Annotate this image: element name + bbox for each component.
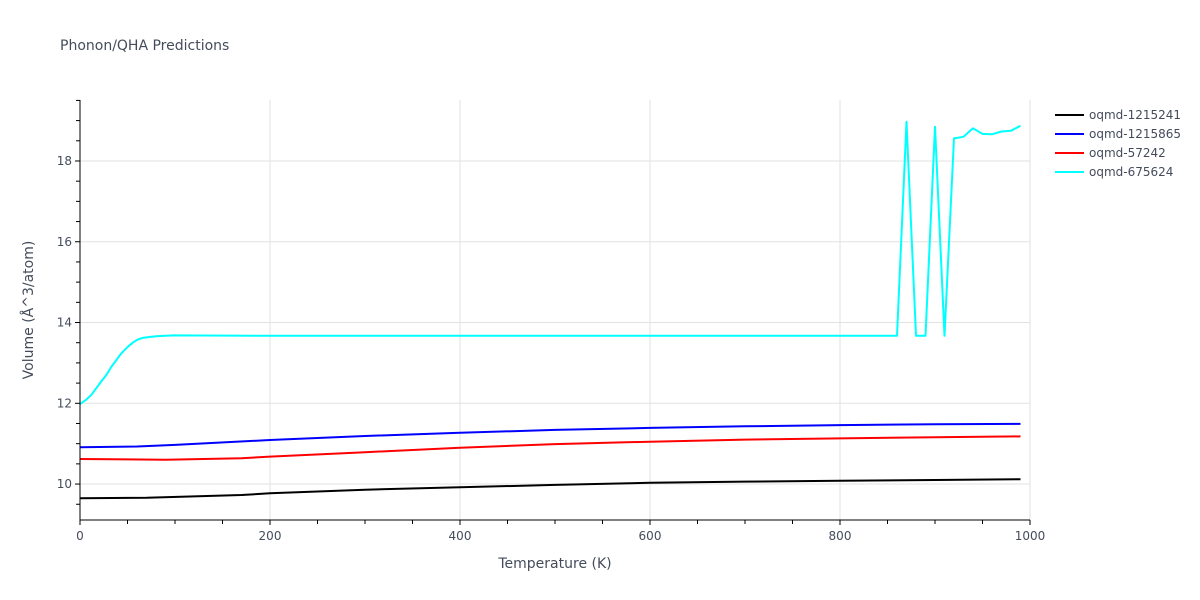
legend-label: oqmd-1215865 — [1089, 127, 1181, 141]
x-tick-label: 600 — [639, 529, 662, 543]
x-tick-label: 0 — [76, 529, 84, 543]
legend-item[interactable]: oqmd-57242 — [1055, 146, 1166, 160]
y-tick-label: 14 — [57, 316, 72, 330]
y-axis-title: Volume (Å^3/atom) — [20, 241, 37, 380]
y-tick-label: 18 — [57, 154, 72, 168]
legend-label: oqmd-1215241 — [1089, 108, 1181, 122]
x-axis-title: Temperature (K) — [497, 556, 611, 572]
x-tick-label: 200 — [259, 529, 282, 543]
x-tick-label: 400 — [449, 529, 472, 543]
legend-label: oqmd-57242 — [1089, 146, 1166, 160]
legend-item[interactable]: oqmd-1215865 — [1055, 127, 1181, 141]
grid — [80, 100, 1031, 520]
legend-item[interactable]: oqmd-675624 — [1055, 165, 1173, 179]
series-line-oqmd-1215865[interactable] — [79, 422, 1021, 449]
y-tick-label: 16 — [57, 235, 72, 249]
series-line-oqmd-1215241[interactable] — [79, 478, 1021, 500]
legend: oqmd-1215241 oqmd-1215865 oqmd-57242 oqmd-6… — [1055, 108, 1181, 179]
axes: 0 200 400 600 800 1000 10 12 14 16 18 — [57, 99, 1046, 543]
x-tick-label: 1000 — [1015, 529, 1046, 543]
series-line-oqmd-57242[interactable] — [79, 435, 1021, 461]
legend-label: oqmd-675624 — [1089, 165, 1173, 179]
legend-item[interactable]: oqmd-1215241 — [1055, 108, 1181, 122]
series-line-oqmd-675624[interactable] — [79, 120, 1021, 405]
chart-title: Phonon/QHA Predictions — [60, 38, 229, 54]
y-tick-label: 12 — [57, 396, 72, 410]
y-tick-label: 10 — [57, 477, 72, 491]
x-tick-label: 800 — [829, 529, 852, 543]
plot-area[interactable] — [79, 120, 1021, 500]
